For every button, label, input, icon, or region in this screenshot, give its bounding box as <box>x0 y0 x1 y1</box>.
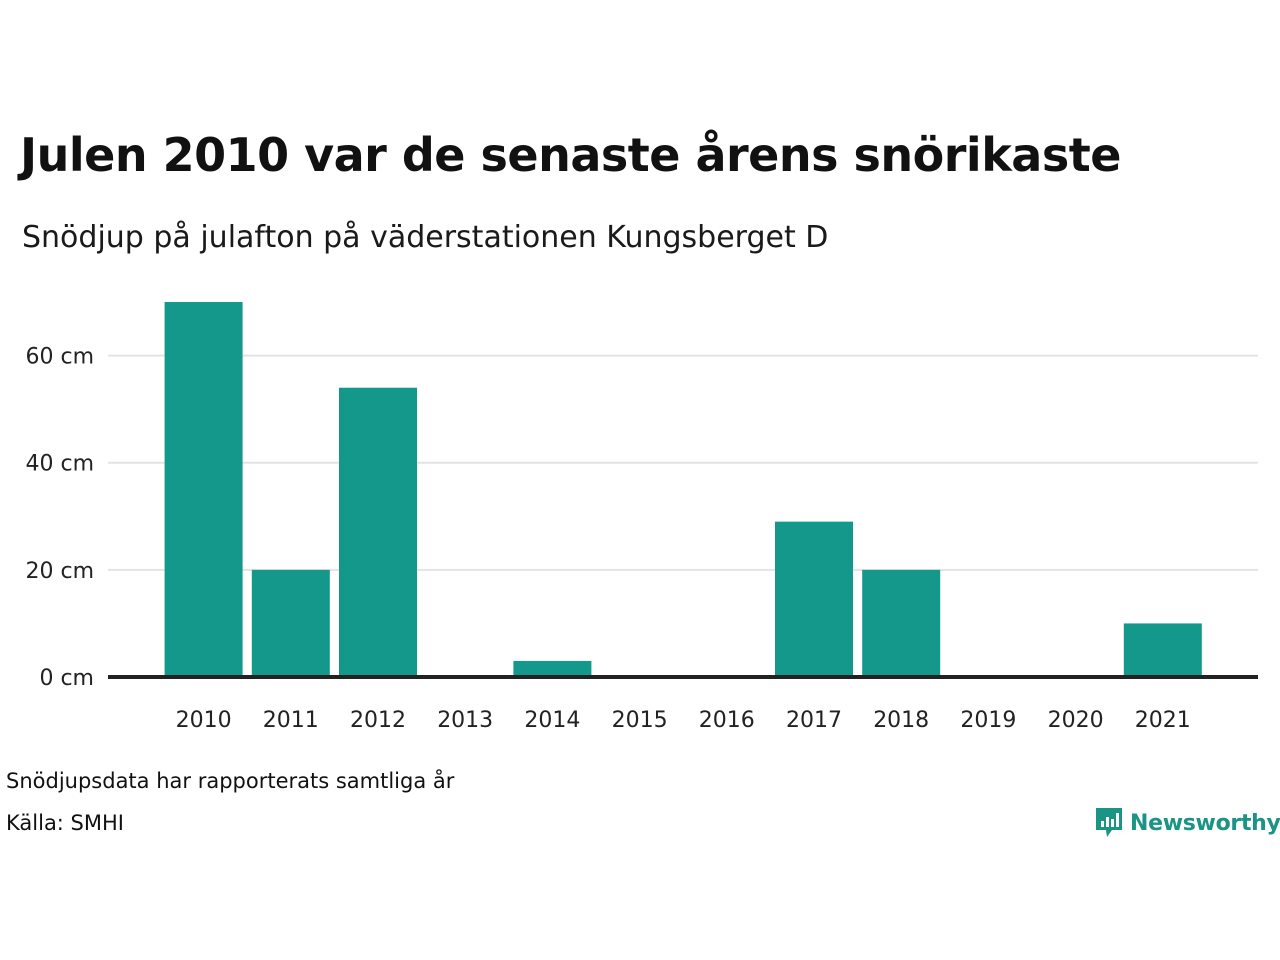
x-tick-label: 2018 <box>873 708 929 733</box>
bar-2014 <box>513 660 592 677</box>
x-tick-label: 2011 <box>263 708 319 733</box>
bars <box>164 302 1202 677</box>
bar-2010 <box>164 302 243 677</box>
x-tick-label: 2021 <box>1135 708 1191 733</box>
brand-name: Newsworthy <box>1130 810 1280 836</box>
x-tick-label: 2019 <box>960 708 1016 733</box>
x-tick-label: 2017 <box>786 708 842 733</box>
y-tick-label: 60 cm <box>25 345 94 370</box>
axes: 0 cm 20 cm 40 cm 60 cm 2010 2011 2012 2013 2014 2… <box>25 345 1258 733</box>
bar-2012 <box>339 387 417 677</box>
bar-2018 <box>862 569 941 677</box>
x-tick-label: 2014 <box>524 708 580 733</box>
bar-2021 <box>1123 623 1202 677</box>
x-tick-label: 2015 <box>612 708 668 733</box>
x-tick-label: 2013 <box>437 708 493 733</box>
x-tick-label: 2016 <box>699 708 755 733</box>
y-tick-label: 40 cm <box>25 452 94 477</box>
chart-subtitle: Snödjup på julafton på väderstationen Ku… <box>22 220 829 255</box>
y-tick-label: 20 cm <box>25 559 94 584</box>
bar-2017 <box>775 521 853 677</box>
x-tick-label: 2010 <box>176 708 232 733</box>
brand-logo: Newsworthy <box>1094 806 1280 840</box>
chart-title: Julen 2010 var de senaste årens snörikas… <box>20 128 1121 182</box>
gridlines <box>108 354 1258 571</box>
newsworthy-logo-icon <box>1096 808 1122 837</box>
source-label: Källa: SMHI <box>6 811 124 835</box>
x-tick-label: 2020 <box>1048 708 1104 733</box>
x-tick-label: 2012 <box>350 708 406 733</box>
y-tick-label: 0 cm <box>39 666 94 691</box>
footer-note: Snödjupsdata har rapporterats samtliga å… <box>6 769 455 793</box>
bar-2011 <box>251 569 330 677</box>
bar-chart: 0 cm 20 cm 40 cm 60 cm 2010 2011 2012 2013 2014 2… <box>25 302 1258 733</box>
